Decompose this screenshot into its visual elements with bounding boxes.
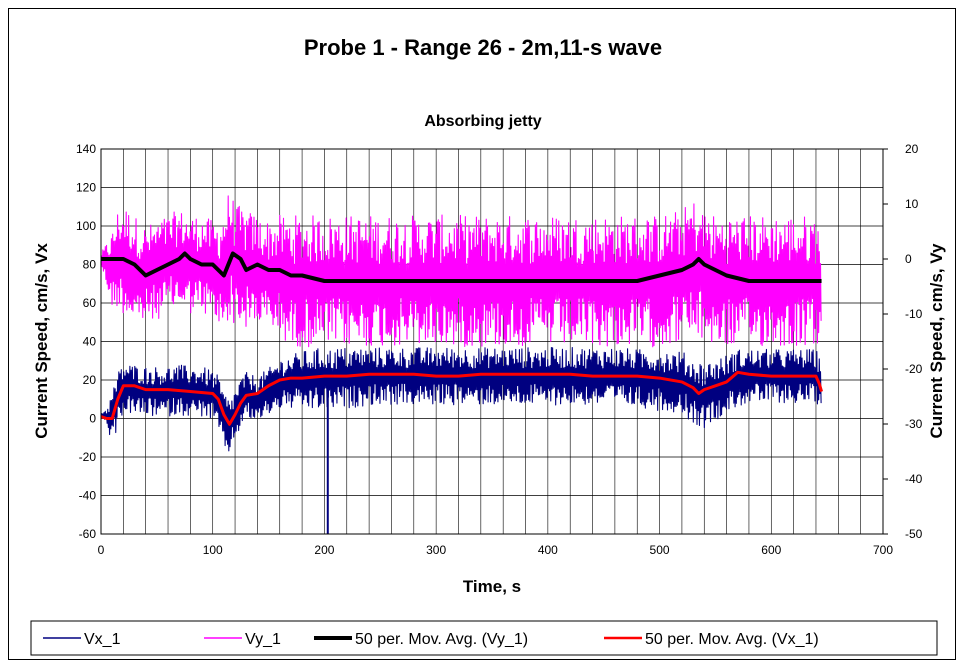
x-tick-label: 600 — [761, 543, 781, 557]
plot-border — [100, 148, 884, 535]
y-left-tick-label: 0 — [89, 412, 96, 426]
chart-svg: Probe 1 - Range 26 - 2m,11-s wave Absorb… — [30, 35, 946, 656]
x-tick-label: 700 — [873, 543, 893, 557]
y-left-axis-title: Current Speed, cm/s, Vx — [32, 243, 51, 439]
x-tick-label: 100 — [203, 543, 223, 557]
legend-label-50-per-mov-avg-vx-1: 50 per. Mov. Avg. (Vx_1) — [645, 631, 819, 648]
y-left-tick-label: 120 — [76, 181, 96, 195]
chart-title: Probe 1 - Range 26 - 2m,11-s wave — [304, 35, 662, 60]
y-left-tick-label: 20 — [83, 373, 97, 387]
y-left-tick-labels: -60 -40 -20 0 20 40 60 80 100 120 140 — [76, 142, 96, 541]
series-50-per-mov-avg-vy-1 — [101, 251, 822, 283]
x-tick-labels: 0 100 200 300 400 500 600 700 — [98, 543, 894, 557]
x-tick-label: 200 — [314, 543, 334, 557]
y-right-tick-label: 20 — [905, 142, 919, 156]
series-layer — [100, 195, 824, 534]
x-tick-label: 300 — [426, 543, 446, 557]
x-tick-label: 0 — [98, 543, 105, 557]
y-right-tick-label: 0 — [905, 252, 912, 266]
y-left-tick-label: -40 — [79, 489, 97, 503]
x-tick-label: 400 — [538, 543, 558, 557]
y-left-tick-label: 100 — [76, 219, 96, 233]
y-right-tick-label: 10 — [905, 197, 919, 211]
y-right-tick-label: -30 — [905, 417, 923, 431]
series-50-per-mov-avg-vx-1 — [100, 370, 824, 426]
y-left-tick-label: 60 — [83, 296, 97, 310]
y-right-axis-title: Current Speed, cm/s, Vy — [927, 243, 946, 438]
legend-label-vy-1: Vy_1 — [245, 631, 281, 648]
y-right-tick-label: -50 — [905, 527, 923, 541]
y-left-tick-label: 140 — [76, 142, 96, 156]
x-axis-title: Time, s — [463, 577, 521, 596]
y-left-tick-label: -60 — [79, 527, 97, 541]
x-tick-label: 500 — [650, 543, 670, 557]
chart-frame: Probe 1 - Range 26 - 2m,11-s wave Absorb… — [8, 8, 956, 660]
y-left-tick-label: 40 — [83, 335, 97, 349]
legend-box — [30, 620, 938, 656]
y-right-tick-labels: -50 -40 -30 -20 -10 0 10 20 — [883, 142, 923, 541]
legend-label-vx-1: Vx_1 — [84, 631, 121, 648]
y-left-tick-label: 80 — [83, 258, 97, 272]
legend-label-50-per-mov-avg-vy-1: 50 per. Mov. Avg. (Vy_1) — [355, 631, 528, 648]
y-right-tick-label: -20 — [905, 362, 923, 376]
y-right-tick-label: -40 — [905, 472, 923, 486]
chart-subtitle: Absorbing jetty — [424, 113, 541, 130]
legend: Vx_1 Vy_1 50 per. Mov. Avg. (Vy_1) 50 per. … — [43, 631, 819, 648]
series-vy-1 — [100, 195, 822, 348]
y-right-tick-label: -10 — [905, 307, 923, 321]
y-left-tick-label: -20 — [79, 450, 97, 464]
